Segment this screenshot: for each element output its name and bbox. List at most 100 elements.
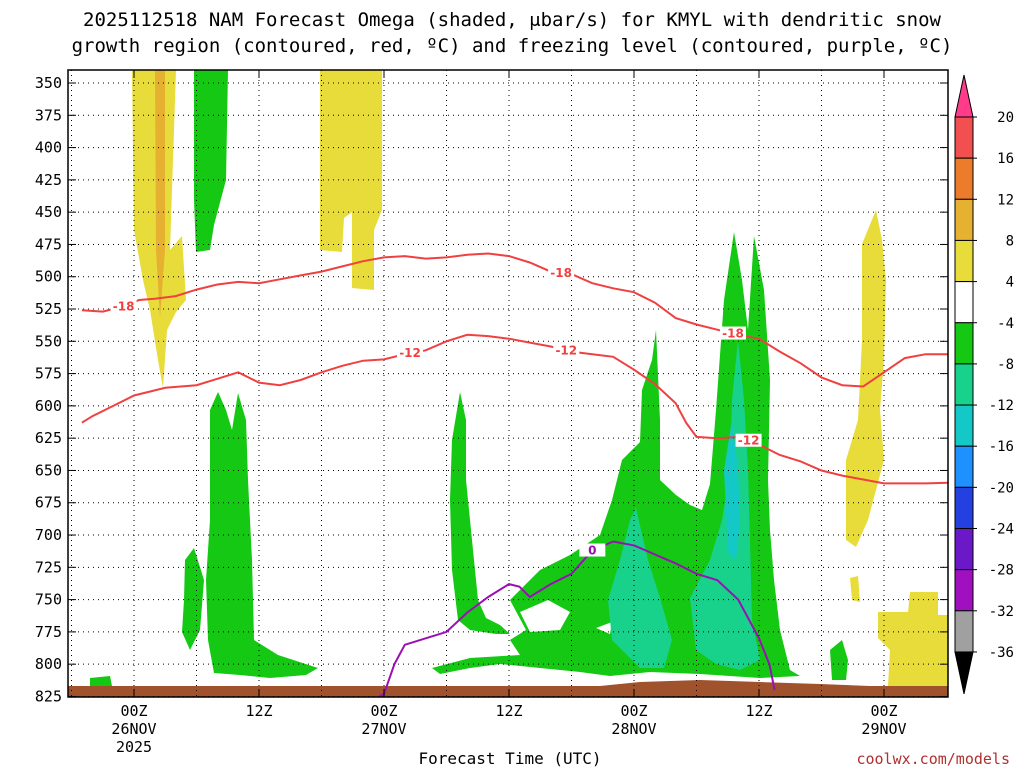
- colorbar-segment: [954, 569, 974, 612]
- y-tick-label: 625: [35, 429, 62, 447]
- colorbar-label: -36: [989, 645, 1014, 661]
- colorbar-label: -8: [997, 357, 1014, 373]
- colorbar-segment: [954, 404, 974, 447]
- y-tick-label: 750: [35, 591, 62, 609]
- colorbar-segment: [954, 157, 974, 200]
- contour-label: -12: [399, 346, 421, 360]
- y-tick-label: 550: [35, 332, 62, 350]
- chart-title-line1: 2025112518 NAM Forecast Omega (shaded, μ…: [83, 9, 941, 31]
- y-tick-label: 675: [35, 494, 62, 512]
- contour-line-minus12C: [81, 333, 948, 485]
- x-axis-label: Forecast Time (UTC): [418, 749, 601, 768]
- y-tick-label: 400: [35, 139, 62, 157]
- x-tick-label: 12Z: [495, 702, 522, 720]
- y-tick-label: 775: [35, 623, 62, 641]
- y-tick-label: 800: [35, 655, 62, 673]
- colorbar-label: 4: [1006, 275, 1014, 291]
- colorbar-segment: [954, 116, 974, 159]
- colorbar-segment: [954, 486, 974, 530]
- colorbar-label: 20: [997, 110, 1014, 126]
- colorbar-label: -20: [989, 480, 1014, 496]
- x-tick-label: 28NOV: [611, 720, 656, 738]
- y-tick-label: 500: [35, 268, 62, 286]
- omega-negative-area: [194, 70, 228, 252]
- y-axis-ticks: 350 375 400 425 450 475 500 525 550 575 600 625 650 6…: [35, 74, 948, 705]
- contour-label: -18: [550, 266, 572, 280]
- y-tick-label: 575: [35, 365, 62, 383]
- contour-label: 0: [588, 544, 596, 558]
- omega-positive-area: [155, 70, 165, 318]
- omega-negative-area: [690, 340, 760, 670]
- contour-label-bg: [735, 433, 762, 447]
- x-tick-label: 26NOV: [111, 720, 156, 738]
- grid-lines: [68, 70, 948, 697]
- colorbar-segment: [954, 239, 974, 283]
- credit-text: coolwx.com/models: [856, 750, 1010, 768]
- colorbar-label: -4: [997, 316, 1014, 332]
- x-tick-label: 12Z: [745, 702, 772, 720]
- contour-line-minus18C: [81, 252, 948, 388]
- colorbar-label: -12: [989, 398, 1014, 414]
- x-tick-label: 12Z: [245, 702, 272, 720]
- x-tick-label: 00Z: [370, 702, 397, 720]
- colorbar-top-arrow: [954, 74, 974, 118]
- colorbar-label: -24: [989, 522, 1014, 538]
- omega-negative-area: [520, 600, 570, 632]
- y-tick-label: 725: [35, 558, 62, 576]
- contour-label-bg: [548, 265, 575, 279]
- chart-title-line2: growth region (contoured, red, ºC) and f…: [72, 35, 953, 57]
- y-tick-label: 525: [35, 300, 62, 318]
- terrain-strip: [68, 680, 948, 697]
- colorbar-segment: [954, 322, 974, 365]
- x-tick-label: 00Z: [870, 702, 897, 720]
- y-tick-label: 375: [35, 106, 62, 124]
- contour-label: -12: [738, 434, 760, 448]
- omega-negative-area: [596, 622, 612, 634]
- omega-negative-area: [206, 392, 318, 678]
- y-tick-label: 475: [35, 235, 62, 253]
- colorbar-label: -28: [989, 563, 1014, 579]
- colorbar-label: 16: [997, 151, 1014, 167]
- colorbar-label: 8: [1006, 233, 1014, 249]
- contour-label-bg: [553, 343, 580, 357]
- colorbar-label: -32: [989, 604, 1014, 620]
- x-tick-label: 00Z: [620, 702, 647, 720]
- colorbar-segment: [954, 198, 974, 241]
- contour-labels: -18 -18 -18 -12 -12 -12 0: [110, 265, 762, 558]
- colorbar-segment: [954, 610, 974, 653]
- colorbar: 20 16 12 8 4 -4 -8 -12 -16 -20 -24 -28 -32 -36: [954, 74, 1014, 695]
- omega-negative-area: [450, 392, 510, 634]
- omega-negative-area: [182, 548, 204, 650]
- x-tick-label: 29NOV: [861, 720, 906, 738]
- contour-line-0C: [376, 540, 776, 697]
- omega-positive-area: [878, 592, 948, 686]
- contour-label: -12: [555, 343, 577, 357]
- colorbar-segment: [954, 445, 974, 488]
- omega-negative-area: [90, 676, 112, 686]
- colorbar-segment: [954, 528, 974, 571]
- colorbar-segment: [954, 363, 974, 406]
- contour-label: -18: [113, 299, 135, 313]
- colorbar-segment: [954, 281, 974, 324]
- y-tick-label: 450: [35, 203, 62, 221]
- x-tick-label: 00Z: [120, 702, 147, 720]
- omega-negative-area: [724, 420, 740, 560]
- plot-frame: [67, 69, 949, 698]
- colorbar-bottom-arrow: [954, 651, 974, 695]
- y-tick-label: 825: [35, 687, 62, 705]
- contour-label-bg: [719, 326, 746, 340]
- y-tick-label: 650: [35, 461, 62, 479]
- colorbar-label: -16: [989, 439, 1014, 455]
- y-tick-label: 700: [35, 526, 62, 544]
- contour-label: -18: [722, 327, 744, 341]
- contour-label-bg: [579, 543, 606, 557]
- y-tick-label: 425: [35, 171, 62, 189]
- omega-shading: [90, 70, 948, 686]
- x-tick-label: 2025: [116, 738, 152, 756]
- omega-positive-area: [320, 70, 382, 290]
- x-tick-label: 27NOV: [361, 720, 406, 738]
- contour-label-bg: [110, 299, 137, 313]
- temperature-contours: [81, 252, 948, 697]
